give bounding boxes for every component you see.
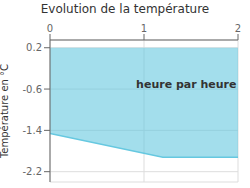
svg-text:-2.2: -2.2 [22,166,42,177]
html-text:Evolution de la température: Evolution de la température [40,2,210,16]
svg-text:0: 0 [47,23,53,34]
svg-text:heure par heure: heure par heure [136,78,236,91]
svg-text:Température en °C: Température en °C [8,64,10,159]
svg-text:2: 2 [235,23,241,34]
svg-text:1: 1 [141,23,147,34]
svg-text:-1.4: -1.4 [22,125,42,136]
svg-text:-0.6: -0.6 [22,84,42,95]
svg-text:0.2: 0.2 [26,42,42,53]
